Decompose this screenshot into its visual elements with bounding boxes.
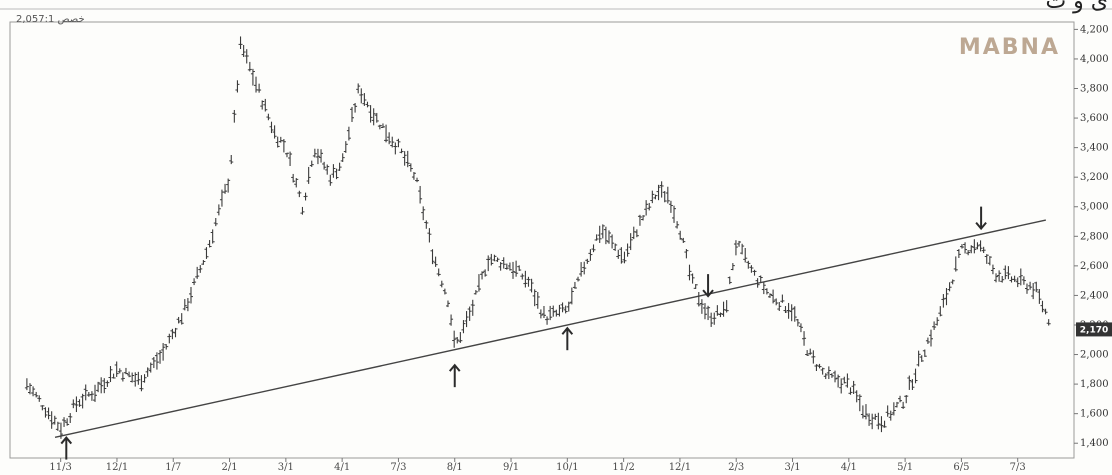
x-tick-label: 4/1 xyxy=(841,462,857,473)
x-tick-label: 7/3 xyxy=(1010,462,1026,473)
y-tick-label: 4,200 xyxy=(1080,24,1109,35)
y-tick-label: 4,000 xyxy=(1080,54,1109,65)
y-tick-label: 2,000 xyxy=(1080,350,1109,361)
x-tick-label: 12/1 xyxy=(669,462,691,473)
x-axis: 11/3 12/1 1/7 2/1 3/1 4/1 7/3 8/1 9/1 10/1 11/2 12/… xyxy=(49,458,1026,473)
last-value-badge-bg xyxy=(1076,322,1112,337)
x-tick-label: 2/1 xyxy=(222,462,238,473)
arrow-marker-up xyxy=(561,326,574,351)
x-tick-label: 2/3 xyxy=(728,462,744,473)
x-tick-label: 11/2 xyxy=(612,462,634,473)
y-tick-label: 2,600 xyxy=(1080,261,1109,272)
x-tick-label: 11/3 xyxy=(49,462,71,473)
arrow-marker-down xyxy=(702,274,714,298)
price-bars-layer xyxy=(24,36,1051,439)
watermark-logo: MABNA xyxy=(959,35,1060,60)
plot-frame xyxy=(9,21,1075,459)
arrow-markers-layer xyxy=(60,206,987,460)
arrow-head xyxy=(702,289,714,298)
x-tick-label: 6/5 xyxy=(953,462,969,473)
y-tick-label: 3,200 xyxy=(1080,172,1109,183)
arrow-marker-up xyxy=(60,436,73,460)
arrow-marker-up xyxy=(448,363,461,388)
x-tick-label: 4/1 xyxy=(334,462,350,473)
last-value-label: 2,170 xyxy=(1080,325,1108,335)
y-tick-label: 3,800 xyxy=(1080,84,1109,95)
arrow-head xyxy=(561,326,574,335)
x-tick-label: 12/1 xyxy=(106,462,128,473)
y-tick-label: 1,400 xyxy=(1080,438,1109,449)
x-tick-label: 8/1 xyxy=(447,462,463,473)
x-tick-label: 3/1 xyxy=(784,462,800,473)
last-value-badge: 2,170 xyxy=(1076,322,1112,337)
y-tick-label: 1,600 xyxy=(1080,409,1109,420)
arrow-marker-down xyxy=(975,206,987,231)
x-tick-label: 1/7 xyxy=(165,462,181,473)
arrow-head xyxy=(448,363,461,372)
y-tick-label: 1,800 xyxy=(1080,379,1109,390)
trendline-layer xyxy=(54,219,1047,438)
y-tick-label: 3,400 xyxy=(1080,143,1109,154)
support-trendline xyxy=(54,219,1047,438)
y-tick-label: 2,800 xyxy=(1080,231,1109,242)
y-tick-label: 2,400 xyxy=(1080,290,1109,301)
top-title: ی و ت xyxy=(1045,0,1108,14)
x-tick-label: 5/1 xyxy=(897,462,913,473)
arrow-head xyxy=(60,436,73,445)
x-tick-label: 7/3 xyxy=(390,462,406,473)
x-tick-label: 9/1 xyxy=(503,462,519,473)
x-tick-label: 10/1 xyxy=(556,462,578,473)
y-tick-label: 3,000 xyxy=(1080,202,1109,213)
arrow-head xyxy=(975,221,987,231)
price-readout: 2,057:1 خصص xyxy=(16,14,85,25)
y-axis: 1,4001,6001,8002,0002,2002,4002,6002,800… xyxy=(1074,24,1109,449)
y-tick-label: 3,600 xyxy=(1080,113,1109,124)
x-tick-label: 3/1 xyxy=(278,462,294,473)
